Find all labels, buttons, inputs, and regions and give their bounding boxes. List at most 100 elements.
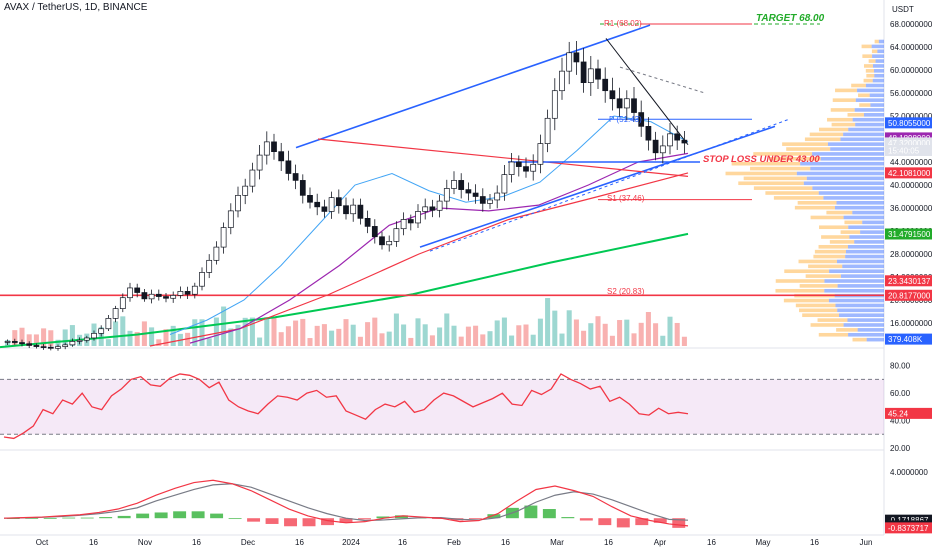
volume-profile-up-bar (810, 215, 844, 220)
time-axis[interactable]: Oct 16 Nov 16 Dec 16 2024 16 Feb 16 Mar 16 Apr 16 May 1… (36, 538, 873, 547)
volume-profile-down-bar (827, 142, 884, 146)
rsi-value-tag-bg (885, 407, 932, 419)
macd-histogram-bar (191, 511, 205, 519)
candle-body (551, 90, 558, 119)
candle-body (393, 228, 400, 242)
rsi-value-tag: 45.24 (888, 409, 909, 418)
candle-body (11, 341, 18, 343)
volume-bar (638, 322, 644, 346)
volume-profile-up-bar (844, 220, 863, 225)
volume-bar (681, 336, 687, 346)
macd-histogram-bar (672, 518, 686, 528)
macd-histogram-bar (321, 518, 334, 526)
volume-bar (645, 312, 651, 346)
candle-body (537, 143, 544, 165)
volume-profile-up-bar (863, 78, 873, 83)
volume-profile-down-bar (836, 259, 884, 264)
candle-body (213, 246, 220, 261)
volume-bar (314, 325, 320, 346)
volume-bar (372, 317, 378, 346)
volume-bar (660, 335, 666, 346)
volume-bar (41, 328, 47, 346)
sma-20-line (169, 115, 689, 335)
descending-trend-line (317, 138, 689, 177)
volume-profile-up-bar (784, 269, 830, 274)
volume-profile-down-bar (847, 244, 884, 249)
volume-bar (602, 323, 608, 346)
volume-profile-down-bar (871, 44, 884, 49)
macd-histogram-bar (394, 515, 408, 519)
volume-bar (595, 316, 601, 346)
price-tick-label: 52.0000000 (890, 112, 932, 121)
volume-profile-down-bar (875, 59, 884, 63)
volume-bar (429, 335, 435, 346)
volume-profile-up-bar (821, 235, 850, 239)
candle-body (515, 161, 522, 167)
pivot-label: P (51.43) (609, 115, 642, 124)
volume-profile-up-bar (835, 88, 858, 93)
candle-body (458, 180, 465, 190)
volume-bar (487, 331, 493, 346)
volume-profile-up-bar (808, 264, 843, 269)
volume-bar (285, 326, 291, 346)
volume-profile-down-bar (855, 122, 884, 127)
price-tick-label: 28.0000000 (890, 250, 932, 259)
volume-bar (336, 328, 342, 346)
candle-body (19, 342, 25, 345)
volume-profile-up-bar (794, 205, 835, 210)
time-tick-label: Nov (138, 538, 152, 547)
volume-profile-down-bar (840, 137, 884, 142)
volume-profile-down-bar (852, 117, 884, 122)
candle-body (4, 341, 11, 343)
volume-bar (609, 335, 615, 346)
volume-bar (235, 324, 241, 346)
time-tick-label: 16 (604, 538, 613, 547)
candle-body (609, 90, 616, 100)
volume-profile-down-bar (874, 73, 884, 78)
volume-bar (545, 298, 551, 346)
price-tag-bg (885, 117, 932, 129)
price-tag-bg (885, 167, 932, 179)
volume-bar (437, 327, 443, 346)
stop-loss-annotation: STOP LOSS UNDER 43.00 (703, 154, 820, 165)
volume-profile-up-bar (865, 69, 874, 73)
volume-profile-down-bar (843, 215, 884, 220)
candle-body (249, 169, 256, 187)
candle-body (314, 201, 321, 208)
volume-profile-down-bar (824, 288, 884, 293)
macd-histogram-bar (43, 517, 57, 519)
volume-bar (422, 324, 428, 346)
macd-histogram-bar (302, 518, 316, 527)
time-tick-label: Oct (36, 538, 49, 547)
candle-body (443, 188, 450, 202)
volume-profile-down-bar (810, 166, 884, 171)
candle-body (501, 174, 508, 194)
volume-profile-down-bar (857, 328, 884, 332)
candle-body (199, 272, 205, 287)
volume-profile-up-bar (814, 249, 846, 254)
volume-profile-down-bar (865, 83, 884, 88)
volume-profile-up-bar (826, 210, 853, 215)
rsi-tick-label: 80.00 (890, 362, 911, 371)
time-tick-label: Apr (654, 538, 667, 547)
volume-bar (293, 320, 299, 346)
volume-profile-up-bar (809, 132, 844, 137)
volume-profile-up-bar (868, 59, 876, 63)
volume-bar (221, 306, 227, 346)
candle-body (587, 68, 594, 83)
volume-profile-up-bar (773, 196, 824, 200)
volume-bar (516, 325, 522, 346)
volume-profile-up-bar (831, 122, 856, 127)
price-tag: 47.3200000 (888, 139, 931, 148)
candle-body (307, 195, 313, 203)
volume-profile-down-bar (854, 108, 884, 112)
macd-histogram-bar (579, 518, 593, 521)
price-tag-bg (885, 333, 932, 345)
volume-profile-down-bar (877, 49, 884, 54)
time-tick-label: Jun (860, 538, 873, 547)
volume-bar (480, 334, 486, 346)
rsi-line (3, 373, 689, 440)
volume-bar (573, 319, 579, 346)
